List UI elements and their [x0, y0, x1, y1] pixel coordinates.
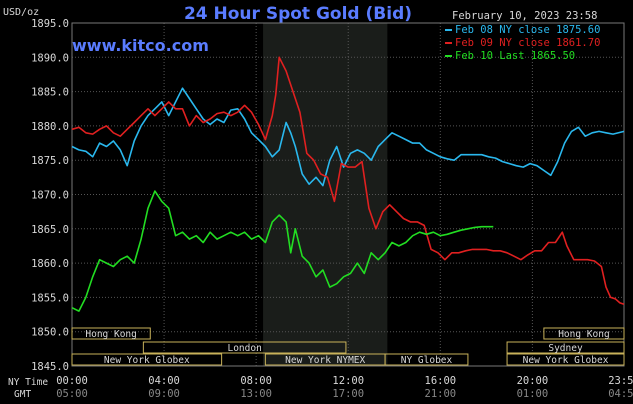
- x-tick-ny: 16:00: [425, 375, 457, 387]
- y-tick-label: 1885.0: [31, 87, 69, 99]
- market-bar: [543, 327, 625, 340]
- y-unit-label: USD/oz: [3, 7, 39, 18]
- website-label: www.kitco.com: [72, 36, 209, 55]
- x-tick-gmt: 13:00: [240, 388, 272, 400]
- x-tick-ny: 00:00: [56, 375, 88, 387]
- y-tick-label: 1850.0: [31, 327, 69, 339]
- x-tick-ny: 12:00: [332, 375, 364, 387]
- market-bar: [71, 353, 223, 366]
- market-label: New York Globex: [523, 355, 609, 366]
- x-tick-gmt: 05:00: [56, 388, 88, 400]
- x-tick-gmt: 21:00: [425, 388, 457, 400]
- x-tick-gmt: 17:00: [332, 388, 364, 400]
- legend-entry: Feb 09 NY close 1861.70: [455, 37, 600, 49]
- legend-entry: Feb 08 NY close 1875.60: [455, 24, 600, 36]
- market-bar: [384, 353, 469, 366]
- market-bar: [142, 341, 347, 354]
- market-label: Hong Kong: [558, 329, 609, 340]
- chart-title: 24 Hour Spot Gold (Bid): [184, 4, 412, 24]
- x-tick-gmt: 01:00: [517, 388, 549, 400]
- y-tick-label: 1895.0: [31, 18, 69, 30]
- x-tick-ny: 04:00: [148, 375, 180, 387]
- y-tick-label: 1855.0: [31, 292, 69, 304]
- legend-entry: Feb 10 Last 1865.50: [455, 50, 575, 62]
- grid-lines: [71, 22, 625, 367]
- x-tick-gmt: 09:00: [148, 388, 180, 400]
- gmt-label: GMT: [14, 389, 31, 400]
- market-label: Sydney: [548, 343, 583, 354]
- date-label: February 10, 2023 23:58: [452, 10, 597, 22]
- market-bar: [506, 341, 625, 354]
- plot-frame: [71, 22, 625, 367]
- market-bar: [71, 327, 151, 340]
- market-label: New York Globex: [104, 355, 190, 366]
- x-tick-gmt: 04:59: [608, 388, 633, 400]
- market-label: Hong Kong: [85, 329, 136, 340]
- y-tick-label: 1870.0: [31, 190, 69, 202]
- series-line-2: [71, 190, 494, 312]
- y-tick-label: 1880.0: [31, 121, 69, 133]
- y-axis: 1895.0 1890.0 1885.0 1880.0 1875.0 1870.0 1865…: [31, 18, 69, 373]
- series-line-1: [71, 56, 625, 306]
- y-tick-label: 1865.0: [31, 224, 69, 236]
- market-bar: [506, 353, 625, 366]
- market-label: London: [227, 343, 261, 354]
- shaded-session-band: [263, 23, 388, 366]
- x-tick-ny: 20:00: [517, 375, 549, 387]
- x-tick-ny: 23:59: [608, 375, 633, 387]
- y-tick-label: 1860.0: [31, 258, 69, 270]
- ny-time-label: NY Time: [8, 377, 48, 388]
- market-label: NY Globex: [401, 355, 453, 366]
- price-series: [71, 56, 625, 312]
- y-tick-label: 1890.0: [31, 52, 69, 64]
- y-tick-label: 1845.0: [31, 361, 69, 373]
- market-label: New York NYMEX: [285, 355, 365, 366]
- y-tick-label: 1875.0: [31, 155, 69, 167]
- x-tick-ny: 08:00: [240, 375, 272, 387]
